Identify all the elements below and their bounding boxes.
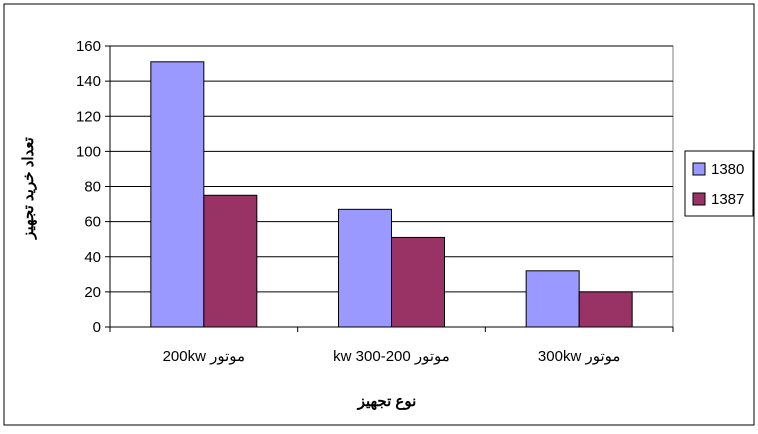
y-tick-label: 120 bbox=[76, 108, 101, 125]
legend-label-1380: 1380 bbox=[711, 161, 744, 178]
y-tick-label: 20 bbox=[84, 284, 101, 301]
x-tick-label: موتور 300kw bbox=[538, 348, 620, 365]
y-tick-label: 140 bbox=[76, 73, 101, 90]
legend-swatch-1380 bbox=[692, 162, 706, 176]
bar-1387-2 bbox=[391, 236, 445, 328]
legend: 1380 1387 bbox=[684, 150, 754, 217]
y-tick-label: 60 bbox=[84, 214, 101, 231]
axes: 0 20 40 60 80 100 120 140 160 موتور 200kw موتور 20… bbox=[76, 38, 674, 365]
bar-1387-1 bbox=[203, 194, 258, 328]
y-tick-label: 80 bbox=[84, 179, 101, 196]
y-tick-label: 160 bbox=[76, 38, 101, 55]
y-tick-label: 0 bbox=[93, 319, 101, 336]
y-axis-title: تعداد خرید تجهیز bbox=[20, 137, 37, 240]
y-tick-label: 100 bbox=[76, 143, 101, 160]
bar-1380-1 bbox=[150, 61, 205, 328]
bar-1380-3 bbox=[525, 270, 580, 328]
legend-swatch-1387 bbox=[692, 192, 706, 206]
x-tick-label: موتور 200-300 kw bbox=[333, 348, 450, 365]
bars bbox=[150, 61, 633, 328]
x-axis-title: نوع تجهیز bbox=[357, 393, 417, 410]
legend-label-1387: 1387 bbox=[711, 191, 744, 208]
y-tick-label: 40 bbox=[84, 249, 101, 266]
x-tick-label: موتور 200kw bbox=[163, 348, 245, 365]
bar-1387-3 bbox=[578, 291, 633, 328]
bar-1380-2 bbox=[338, 208, 392, 328]
